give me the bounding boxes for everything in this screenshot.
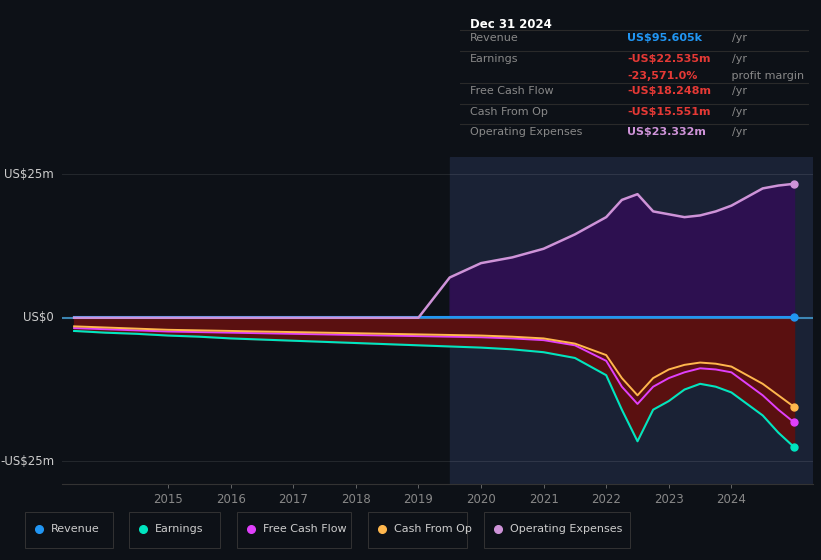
- Text: /yr: /yr: [732, 86, 747, 96]
- Text: /yr: /yr: [732, 106, 747, 116]
- Text: -US$15.551m: -US$15.551m: [627, 106, 711, 116]
- Text: US$0: US$0: [23, 311, 54, 324]
- Text: US$95.605k: US$95.605k: [627, 34, 702, 43]
- Bar: [450, 157, 813, 484]
- Text: US$23.332m: US$23.332m: [627, 127, 706, 137]
- Text: Earnings: Earnings: [155, 524, 204, 534]
- Text: Operating Expenses: Operating Expenses: [470, 127, 583, 137]
- Text: /yr: /yr: [732, 54, 747, 64]
- Text: profit margin: profit margin: [728, 71, 805, 81]
- Text: Revenue: Revenue: [51, 524, 99, 534]
- Text: Free Cash Flow: Free Cash Flow: [470, 86, 554, 96]
- Text: US$25m: US$25m: [4, 167, 54, 180]
- Text: Operating Expenses: Operating Expenses: [510, 524, 622, 534]
- Text: Cash From Op: Cash From Op: [394, 524, 472, 534]
- Text: -US$25m: -US$25m: [0, 455, 54, 468]
- Text: -US$18.248m: -US$18.248m: [627, 86, 711, 96]
- Text: Cash From Op: Cash From Op: [470, 106, 548, 116]
- Text: -23,571.0%: -23,571.0%: [627, 71, 698, 81]
- Text: -US$22.535m: -US$22.535m: [627, 54, 711, 64]
- Text: Free Cash Flow: Free Cash Flow: [263, 524, 346, 534]
- Text: /yr: /yr: [732, 127, 747, 137]
- Text: Revenue: Revenue: [470, 34, 519, 43]
- Text: Dec 31 2024: Dec 31 2024: [470, 18, 552, 31]
- Text: Earnings: Earnings: [470, 54, 519, 64]
- Text: /yr: /yr: [732, 34, 747, 43]
